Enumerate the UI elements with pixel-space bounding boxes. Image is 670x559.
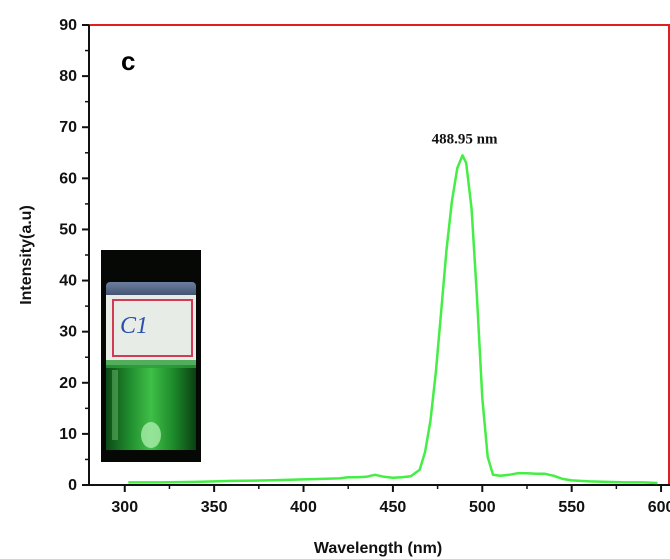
y-axis-title: Intensity(a.u) <box>18 205 35 305</box>
axis-ticks <box>82 24 663 492</box>
vial-label-text: C1 <box>120 313 148 339</box>
peak-annotation: 488.95 nm <box>432 131 498 147</box>
x-tick-label: 350 <box>201 499 228 516</box>
y-tick-label: 90 <box>59 17 77 34</box>
panel-label: c <box>121 46 135 76</box>
y-tick-label: 80 <box>59 68 77 85</box>
x-tick-label: 600 <box>648 499 670 516</box>
x-tick-label: 400 <box>290 499 317 516</box>
y-tick-label: 0 <box>68 477 77 494</box>
y-tick-label: 10 <box>59 426 77 443</box>
y-tick-label: 50 <box>59 221 77 238</box>
x-tick-labels: 300 350 400 450 500 550 600 <box>111 499 670 516</box>
series-line <box>128 154 658 485</box>
x-tick-label: 500 <box>469 499 496 516</box>
y-tick-labels: 0 10 20 30 40 50 60 70 80 90 <box>59 17 77 494</box>
inset-photo: C1 <box>101 250 201 462</box>
x-tick-label: 300 <box>111 499 138 516</box>
y-tick-label: 40 <box>59 273 77 290</box>
x-tick-label: 550 <box>558 499 585 516</box>
x-axis-title: Wavelength (nm) <box>314 540 442 557</box>
y-tick-label: 20 <box>59 375 77 392</box>
y-tick-label: 70 <box>59 119 77 136</box>
x-tick-label: 450 <box>380 499 407 516</box>
y-tick-label: 30 <box>59 324 77 341</box>
y-tick-label: 60 <box>59 170 77 187</box>
